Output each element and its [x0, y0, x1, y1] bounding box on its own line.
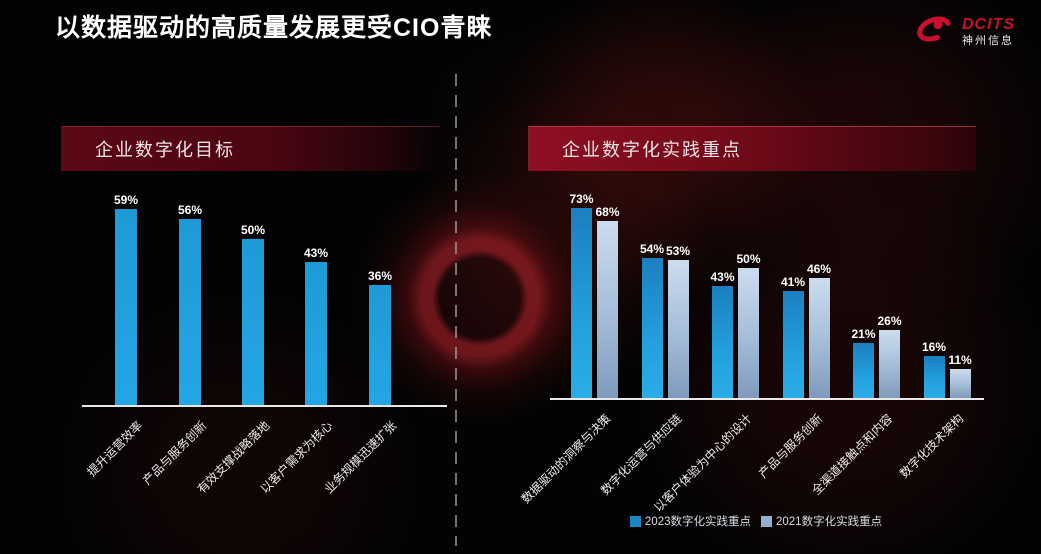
- practice-bar-2021-5: [949, 369, 971, 398]
- practice-bar-2021-4: [879, 330, 900, 398]
- practice-category-label: 数字化技术架构: [897, 411, 967, 481]
- practice-value-label-2021: 50%: [736, 252, 761, 266]
- practice-bar-2023-4: [853, 343, 874, 398]
- practice-value-label-2021: 26%: [877, 314, 902, 328]
- legend-item-2023: 2023数字化实践重点: [629, 513, 751, 529]
- swirl-logo-icon: [911, 10, 957, 53]
- practice-value-label-2023: 43%: [710, 270, 735, 284]
- practice-bar-2023-2: [712, 286, 733, 398]
- goal-bar-3: [305, 262, 327, 405]
- brand-logo: DCITS 神州信息: [911, 10, 1015, 53]
- legend-label: 2021数字化实践重点: [776, 516, 883, 528]
- practice-bar-2021-1: [667, 260, 689, 398]
- goals-bar-chart: 59% 56% 50% 43% 36% 提升运营效率 产品与服务创新 有效支撑战略落地 以客户需…: [62, 185, 455, 525]
- practice-value-label-2023: 16%: [921, 340, 947, 354]
- practice-x-axis: [550, 398, 984, 400]
- goal-value-label: 56%: [177, 203, 203, 217]
- goal-value-label: 50%: [240, 223, 266, 237]
- practice-bar-2023-0: [571, 208, 592, 398]
- practice-bar-2023-1: [641, 258, 663, 398]
- left-chart-header-label: 企业数字化目标: [95, 140, 235, 160]
- practice-value-label-2021: 46%: [806, 262, 832, 276]
- right-chart-header: 企业数字化实践重点: [528, 126, 976, 171]
- logo-subtitle-text: 神州信息: [962, 35, 1014, 48]
- practice-value-label-2021: 53%: [665, 244, 691, 258]
- practice-bar-2021-2: [738, 268, 759, 398]
- practice-value-label-2023: 41%: [780, 275, 806, 289]
- legend-item-2021: 2021数字化实践重点: [761, 513, 882, 529]
- practice-category-label: 数据驱动的洞察与决策: [519, 411, 614, 507]
- goal-bar-0: [115, 209, 137, 405]
- practice-value-label-2023: 54%: [639, 242, 665, 256]
- vertical-dashed-divider: [455, 74, 457, 546]
- practice-bar-2023-5: [923, 356, 945, 398]
- chart-legend: 2023数字化实践重点 2021数字化实践重点: [524, 513, 988, 529]
- practice-bar-2021-3: [808, 278, 830, 398]
- legend-label: 2023数字化实践重点: [644, 516, 751, 528]
- goal-bar-4: [369, 285, 391, 405]
- goal-value-label: 59%: [113, 193, 139, 207]
- goal-bar-1: [179, 219, 201, 405]
- left-chart-header: 企业数字化目标: [61, 126, 440, 171]
- practice-category-label: 产品与服务创新: [756, 411, 826, 481]
- practice-bar-chart: 73% 68% 54% 53% 43% 50% 41% 46% 21% 26% 16% 11% 数据驱动…: [519, 185, 988, 525]
- right-chart-header-label: 企业数字化实践重点: [562, 140, 742, 160]
- logo-brand-text: DCITS: [962, 15, 1015, 33]
- practice-value-label-2021: 68%: [595, 205, 620, 219]
- left-x-axis: [82, 405, 447, 407]
- practice-value-label-2023: 73%: [569, 192, 594, 206]
- legend-swatch-icon: [629, 515, 641, 527]
- practice-value-label-2021: 11%: [948, 353, 972, 367]
- goal-bar-2: [242, 239, 264, 405]
- goal-category-label: 提升运营效率: [84, 418, 146, 480]
- legend-swatch-icon: [761, 515, 772, 527]
- practice-bar-2021-0: [597, 221, 618, 398]
- page-title: 以数据驱动的高质量发展更受CIO青睐: [55, 14, 493, 42]
- practice-bar-2023-3: [782, 291, 804, 398]
- practice-value-label-2023: 21%: [851, 327, 876, 341]
- goal-value-label: 36%: [367, 269, 393, 283]
- goal-value-label: 43%: [303, 246, 329, 260]
